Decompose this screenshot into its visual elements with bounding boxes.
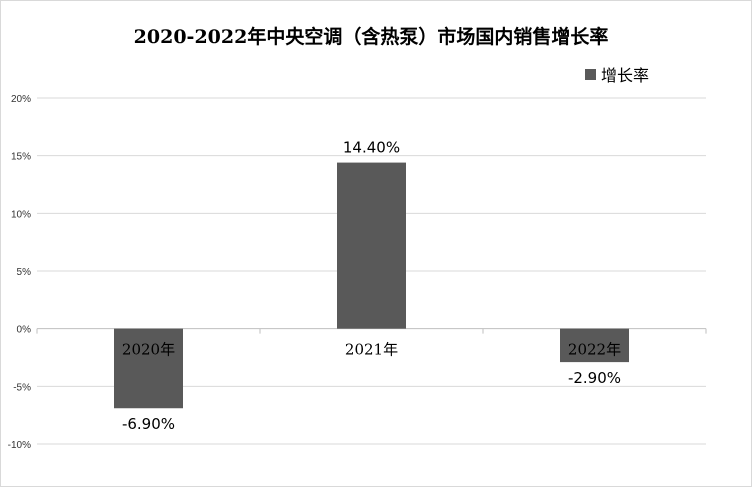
x-category-label: 2022年 (568, 341, 621, 359)
x-category-label: 2021年 (345, 341, 398, 359)
chart-title: 2020-2022年中央空调（含热泵）市场国内销售增长率 (134, 25, 609, 48)
category-labels: 2020年 2021年 2022年 (122, 341, 621, 359)
y-axis-ticks: 20% 15% 10% 5% 0% -5% -10% (8, 94, 31, 451)
bars (114, 162, 629, 409)
y-tick-label: -10% (8, 440, 31, 451)
bar (337, 162, 406, 329)
data-label: 14.40% (343, 139, 400, 157)
bar (114, 328, 183, 409)
y-tick-label: 0% (17, 325, 32, 336)
legend-label: 增长率 (601, 66, 649, 85)
x-category-label: 2020年 (122, 341, 175, 359)
data-labels: -6.90% 14.40% -2.90% (122, 139, 621, 434)
legend-swatch (585, 69, 596, 80)
y-tick-label: -5% (13, 382, 31, 393)
y-tick-label: 15% (11, 152, 31, 163)
data-label: -6.90% (122, 415, 175, 433)
bar (560, 328, 629, 363)
data-label: -2.90% (568, 369, 621, 387)
legend: 增长率 (585, 66, 649, 85)
y-tick-label: 5% (17, 267, 32, 278)
y-tick-label: 10% (11, 209, 31, 220)
y-tick-label: 20% (11, 94, 31, 105)
